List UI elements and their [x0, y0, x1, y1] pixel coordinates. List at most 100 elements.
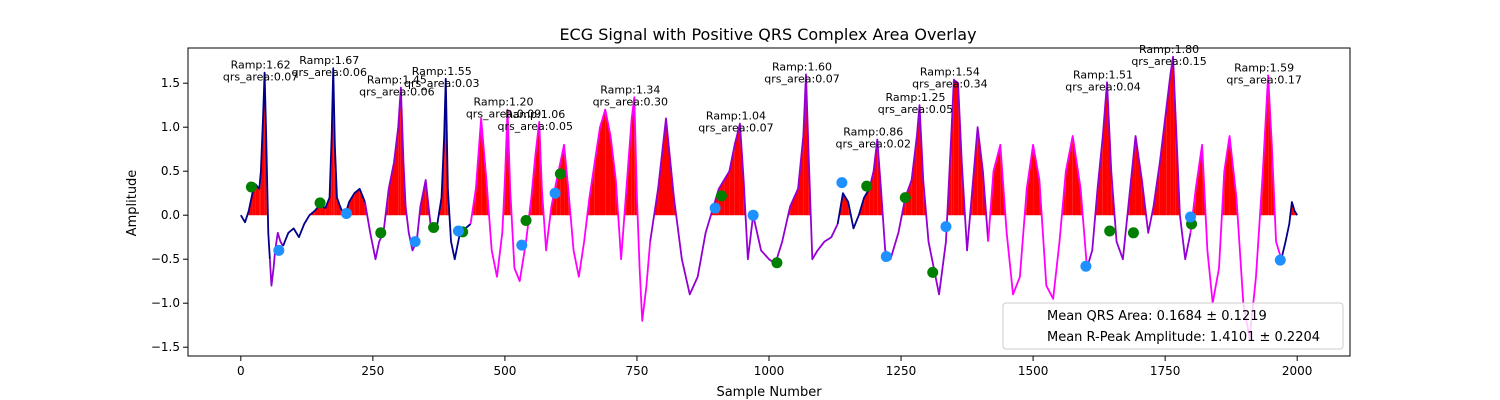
ecg-segment-11 — [868, 78, 990, 296]
qrs-area-fill — [1224, 136, 1230, 216]
r-peak-ramp-label: Ramp:1.04 — [706, 110, 766, 123]
qrs-area-fill — [842, 193, 849, 216]
qrs-offset-marker — [409, 236, 421, 248]
ecg-segment-14 — [1189, 74, 1283, 340]
r-peak-area-label: qrs_area:0.07 — [223, 71, 298, 84]
x-tick-label: 250 — [361, 364, 384, 378]
qrs-onset-marker — [1104, 225, 1116, 237]
qrs-offset-marker — [1080, 260, 1092, 272]
qrs-area-fill — [605, 109, 611, 216]
r-peak-area-label: qrs_area:0.34 — [912, 78, 987, 91]
r-peak-ramp-label: Ramp:1.45 — [367, 74, 427, 87]
chart-title: ECG Signal with Positive QRS Complex Are… — [559, 25, 976, 44]
ecg-segment-1 — [240, 71, 271, 260]
y-tick-label: 1.0 — [161, 120, 180, 134]
x-tick-label: 2000 — [1282, 364, 1313, 378]
r-peak-area-label: qrs_area:0.07 — [698, 122, 773, 135]
r-peak-area-label: qrs_area:0.04 — [1065, 80, 1140, 93]
qrs-area-fill — [977, 127, 983, 216]
ecg-segment-7 — [555, 96, 652, 322]
qrs-area-fill — [354, 188, 360, 216]
qrs-onset-marker — [715, 190, 727, 202]
qrs-area-fill — [1102, 82, 1108, 216]
qrs-onset-marker — [375, 227, 387, 239]
r-peak-ramp-label: Ramp:1.54 — [920, 66, 980, 79]
qrs-area-fill — [1268, 75, 1272, 216]
qrs-area-fill — [993, 144, 1001, 216]
x-tick-label: 1250 — [886, 364, 917, 378]
qrs-area-fill — [594, 127, 600, 216]
qrs-onset-marker — [771, 257, 783, 269]
x-tick-label: 1000 — [754, 364, 785, 378]
r-peak-ramp-label: Ramp:0.86 — [843, 126, 903, 139]
qrs-area-fill — [535, 121, 540, 216]
r-peak-ramp-label: Ramp:1.55 — [412, 65, 472, 78]
r-peak-ramp-label: Ramp:1.06 — [505, 108, 565, 121]
ecg-segment-12 — [987, 135, 1088, 300]
qrs-area-fill — [631, 97, 635, 216]
r-peak-ramp-label: Ramp:1.51 — [1073, 68, 1133, 81]
qrs-onset-marker — [245, 181, 257, 193]
qrs-onset-marker — [899, 192, 911, 204]
y-axis: −1.5 −1.0 −0.5 0.0 0.5 1.0 1.5 — [151, 76, 188, 354]
qrs-offset-marker — [880, 251, 892, 263]
qrs-area-fill — [734, 123, 740, 216]
qrs-area-fill — [724, 171, 730, 216]
x-tick-label: 500 — [493, 364, 516, 378]
r-peak-area-label: qrs_area:0.07 — [764, 72, 839, 85]
r-peak-area-label: qrs_area:0.15 — [1131, 55, 1206, 68]
r-peak-area-label: qrs_area:0.05 — [498, 120, 573, 133]
qrs-area-fill — [610, 136, 616, 216]
qrs-area-fill — [951, 79, 954, 216]
qrs-area-fill — [1159, 109, 1167, 216]
r-peak-ramp-label: Ramp:1.62 — [231, 59, 291, 72]
qrs-area-fill — [864, 188, 870, 216]
qrs-offset-marker — [836, 177, 848, 189]
qrs-onset-marker — [861, 180, 873, 192]
qrs-area-fill — [393, 127, 399, 216]
qrs-area-fill — [1135, 136, 1142, 216]
ecg-segment-10 — [836, 188, 871, 230]
r-peak-area-label: qrs_area:0.05 — [878, 103, 953, 116]
qrs-area-fill — [729, 144, 735, 216]
y-tick-label: −1.5 — [151, 340, 180, 354]
ecg-segment-13 — [1086, 55, 1192, 269]
qrs-area-fill — [873, 139, 878, 216]
ecg-segment-6 — [469, 108, 558, 283]
legend-entry-r-peak: Mean R-Peak Amplitude: 1.4101 ± 0.2204 — [1047, 330, 1320, 345]
x-axis: 0 250 500 750 1000 1250 1500 1750 2000 — [237, 356, 1312, 378]
qrs-area-fill — [1026, 144, 1034, 216]
qrs-area-fill — [255, 184, 260, 216]
qrs-area-fill — [953, 79, 959, 216]
r-peak-ramp-label: Ramp:1.67 — [299, 54, 359, 67]
qrs-area-fill — [869, 171, 874, 216]
r-peak-ramp-label: Ramp:1.60 — [772, 60, 832, 73]
y-axis-label: Amplitude — [125, 170, 140, 237]
x-axis-label: Sample Number — [716, 385, 822, 400]
ecg-segment-2 — [268, 231, 284, 287]
qrs-area-fill — [1170, 56, 1174, 216]
r-peak-area-label: qrs_area:0.09 — [466, 108, 541, 121]
qrs-onset-marker — [1127, 227, 1139, 239]
qrs-area-fill — [790, 188, 799, 216]
r-peak-area-label: qrs_area:0.03 — [404, 77, 479, 90]
qrs-area-fill — [388, 162, 394, 216]
qrs-offset-marker — [452, 225, 464, 237]
qrs-area-fill — [911, 136, 917, 216]
qrs-area-fill — [560, 144, 565, 216]
ecg-segment-15 — [1280, 201, 1298, 260]
qrs-onset-marker — [554, 168, 566, 180]
qrs-onset-marker — [428, 222, 440, 234]
qrs-offset-marker — [940, 221, 952, 233]
qrs-offset-marker — [1274, 254, 1286, 266]
qrs-offset-marker — [1184, 211, 1196, 223]
x-tick-label: 750 — [626, 364, 649, 378]
legend: Mean QRS Area: 0.1684 ± 0.1219 Mean R-Pe… — [1002, 302, 1344, 350]
r-peak-area-label: qrs_area:0.06 — [359, 86, 434, 99]
r-peak-area-label: qrs_area:0.30 — [593, 95, 668, 108]
qrs-area-fill — [359, 188, 365, 216]
r-peak-ramp-label: Ramp:1.25 — [886, 91, 946, 104]
y-tick-label: 0.0 — [161, 208, 180, 222]
x-tick-label: 0 — [237, 364, 245, 378]
